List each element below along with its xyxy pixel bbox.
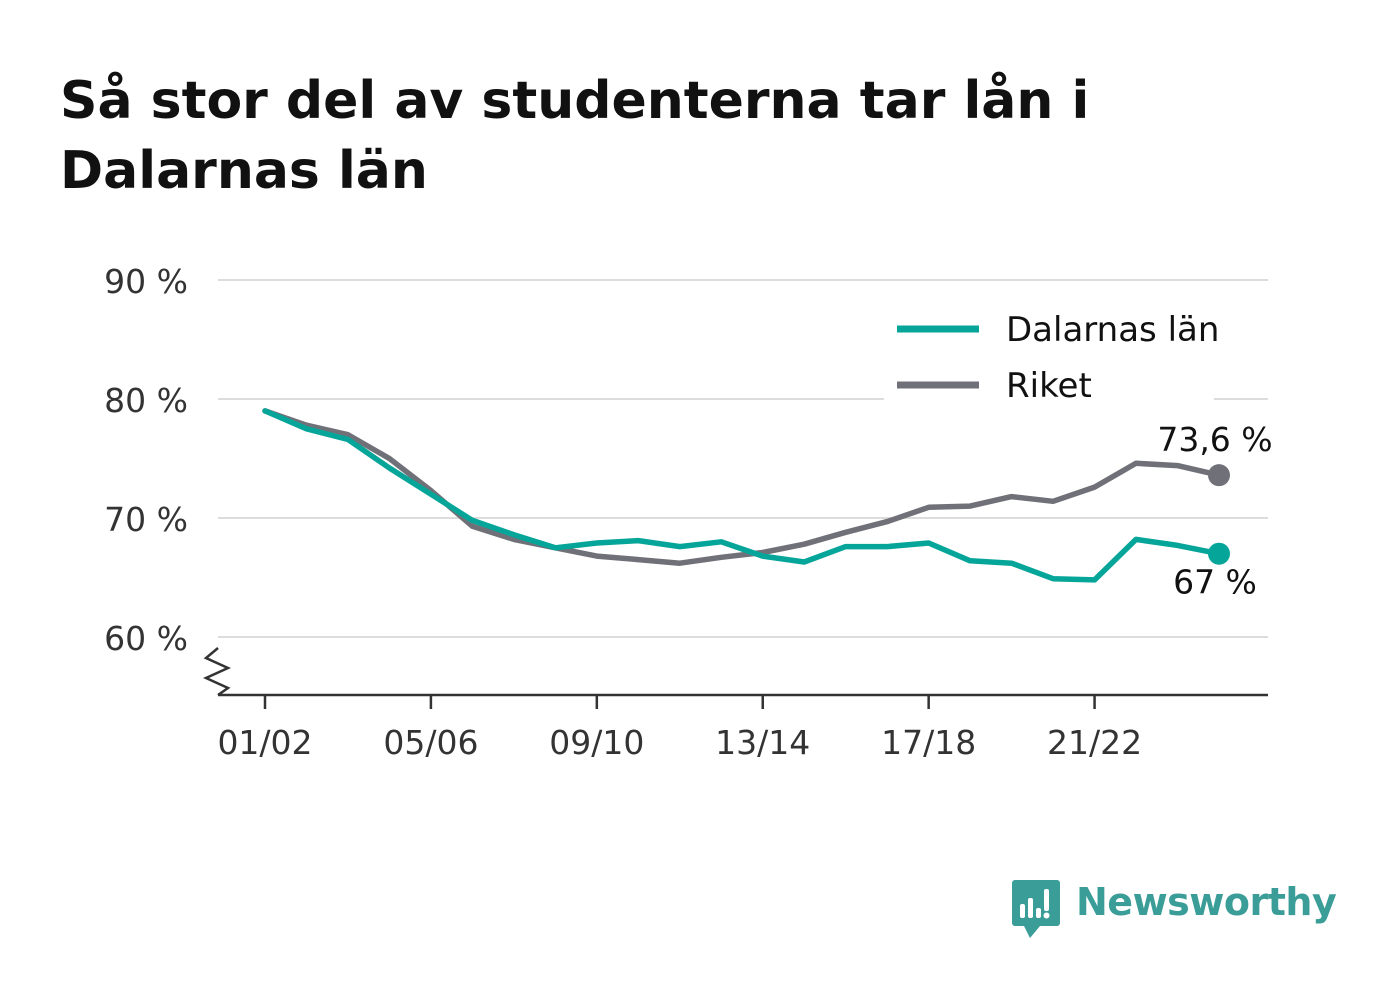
x-tick-label: 01/02 — [217, 723, 312, 762]
x-tick-label: 09/10 — [549, 723, 644, 762]
legend: Dalarnas län Riket — [884, 302, 1219, 406]
end-labels: 67 % 73,6 % — [1157, 420, 1272, 602]
end-point-marker — [1208, 542, 1230, 565]
y-tick-label: 90 % — [104, 262, 188, 301]
y-tick-label: 70 % — [104, 500, 188, 539]
y-axis-tick-labels: 60 % 70 % 80 % 90 % — [104, 262, 188, 658]
axis-break-icon — [202, 647, 232, 697]
x-tick-label: 13/14 — [715, 723, 810, 762]
series-line — [262, 408, 1222, 583]
x-axis — [202, 647, 1268, 697]
x-tick-label: 21/22 — [1047, 723, 1142, 762]
end-label: 67 % — [1173, 563, 1257, 602]
legend-label: Riket — [1006, 366, 1092, 406]
legend-background — [884, 302, 1214, 406]
series-line — [262, 408, 1222, 566]
x-tick-label: 17/18 — [881, 723, 976, 762]
end-label: 73,6 % — [1157, 420, 1272, 459]
chart-title: Så stor del av studenterna tar lån i Dal… — [60, 71, 1090, 201]
y-tick-label: 60 % — [104, 619, 188, 658]
legend-label: Dalarnas län — [1006, 310, 1219, 350]
y-tick-label: 80 % — [104, 381, 188, 420]
series-lines — [262, 408, 1230, 583]
newsworthy-logo-icon — [1012, 880, 1060, 938]
brand-name: Newsworthy — [1076, 880, 1337, 924]
x-axis-tick-labels: 01/02 05/06 09/10 13/14 17/18 21/22 — [217, 695, 1142, 762]
end-point-marker — [1208, 464, 1230, 487]
x-tick-label: 05/06 — [383, 723, 478, 762]
brand: Newsworthy — [1010, 878, 1337, 940]
